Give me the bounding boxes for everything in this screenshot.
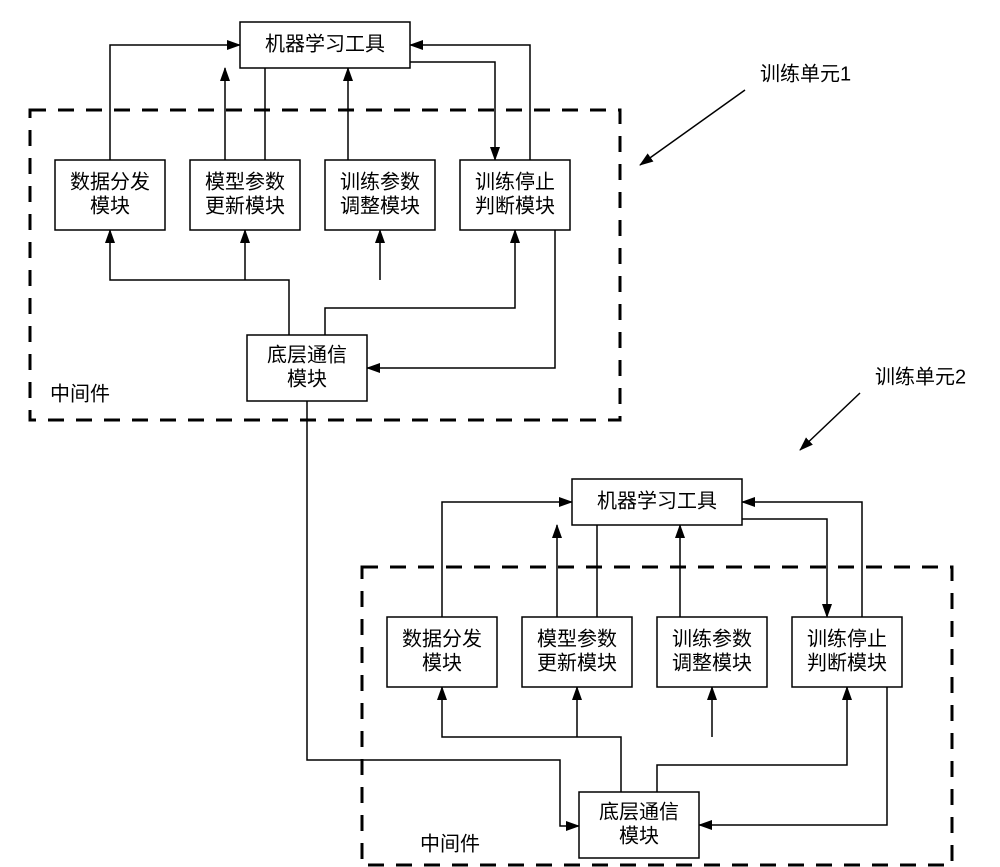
e-cm2-ts2 (657, 687, 847, 792)
e-dd1-ml1 (110, 45, 240, 160)
comm1-label: 模块 (287, 367, 327, 390)
tp2-label: 训练参数 (672, 627, 752, 650)
mw2_text: 中间件 (420, 832, 480, 855)
e-cm1-ts1 (325, 230, 515, 335)
diagram-canvas: 机器学习工具数据分发模块模型参数更新模块训练参数调整模块训练停止判断模块底层通信… (0, 0, 1000, 867)
dd1-label: 数据分发 (70, 170, 150, 193)
mp2-label: 更新模块 (537, 651, 617, 674)
ml2-label: 机器学习工具 (597, 489, 717, 512)
mp1-label: 模型参数 (205, 170, 285, 193)
mp1-label: 更新模块 (205, 194, 285, 217)
tp2-label: 调整模块 (672, 651, 752, 674)
ml1-label: 机器学习工具 (265, 32, 385, 55)
e-cm2-dd2 (442, 687, 621, 792)
e-u2-arrow (800, 393, 860, 450)
tp1-label: 训练参数 (340, 170, 420, 193)
ts2-label: 判断模块 (807, 651, 887, 674)
dd2-label: 模块 (422, 651, 462, 674)
tp1-label: 调整模块 (340, 194, 420, 217)
e-dd2-ml2 (442, 502, 572, 617)
dd1-label: 模块 (90, 194, 130, 217)
e-u1-arrow (640, 90, 745, 165)
unit2_text: 训练单元2 (875, 365, 966, 388)
ts1-label: 训练停止 (475, 170, 555, 193)
e-cm1-cm2 (307, 401, 579, 826)
comm2-label: 底层通信 (599, 800, 679, 823)
e-ts2-cm2 (699, 687, 887, 825)
unit1_text: 训练单元1 (760, 62, 851, 85)
mw1_text: 中间件 (50, 382, 110, 405)
e-ts1-cm1 (367, 230, 555, 368)
e-cm1-dd1 (110, 230, 289, 335)
ts1-label: 判断模块 (475, 194, 555, 217)
ts2-label: 训练停止 (807, 627, 887, 650)
comm2-label: 模块 (619, 824, 659, 847)
mp2-label: 模型参数 (537, 627, 617, 650)
comm1-label: 底层通信 (267, 343, 347, 366)
dd2-label: 数据分发 (402, 627, 482, 650)
